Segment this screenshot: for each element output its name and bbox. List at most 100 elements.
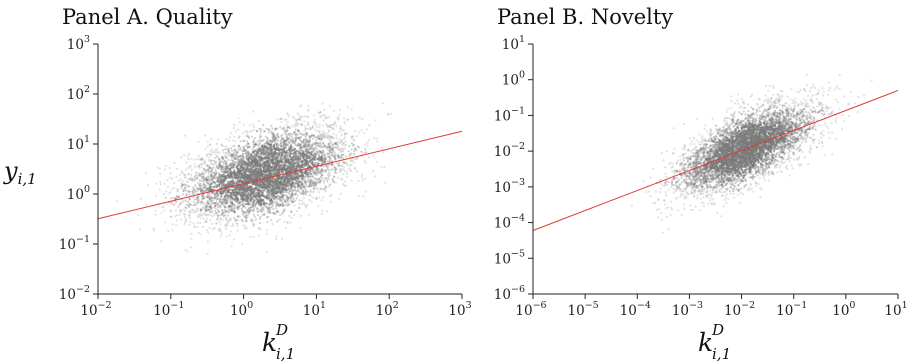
panel-a-point bbox=[327, 129, 330, 133]
panel-a-point bbox=[285, 129, 288, 132]
panel-a-point bbox=[299, 180, 302, 183]
panel-a-point bbox=[266, 136, 269, 140]
panel-a-point bbox=[217, 172, 221, 175]
panel-a-point bbox=[189, 246, 192, 249]
panel-a-point bbox=[298, 181, 301, 184]
panel-a-point bbox=[306, 169, 309, 172]
panel-a-point bbox=[276, 180, 279, 184]
panel-a-point bbox=[222, 184, 225, 187]
panel-a-point bbox=[154, 194, 157, 197]
panel-a-point bbox=[301, 164, 304, 167]
panel-a-point bbox=[163, 182, 166, 185]
panel-a-point bbox=[328, 157, 331, 160]
panel-a-point bbox=[188, 213, 191, 217]
panel-a-point bbox=[185, 189, 188, 192]
panel-a-point bbox=[323, 187, 326, 191]
panel-a-point bbox=[200, 179, 203, 182]
panel-a-point bbox=[322, 170, 325, 173]
panel-a-point bbox=[226, 195, 229, 198]
panel-a-point bbox=[249, 206, 252, 209]
panel-a-point bbox=[241, 243, 244, 246]
panel-a-point bbox=[339, 150, 342, 153]
panel-a-point bbox=[310, 200, 313, 203]
panel-a-point bbox=[305, 115, 308, 118]
panel-a-point bbox=[295, 160, 298, 163]
panel-a-point bbox=[267, 159, 270, 162]
panel-a-point bbox=[169, 176, 172, 179]
panel-a-point bbox=[216, 167, 220, 170]
panel-a-point bbox=[210, 197, 213, 200]
panel-a-point bbox=[288, 134, 291, 137]
panel-a-point bbox=[184, 206, 187, 209]
panel-a-point bbox=[281, 162, 284, 165]
panel-a-point bbox=[208, 143, 211, 146]
panel-a-point bbox=[159, 181, 162, 184]
panel-a-point bbox=[186, 180, 189, 183]
panel-a-point bbox=[280, 193, 283, 196]
panel-a-point bbox=[343, 169, 346, 173]
panel-a-point bbox=[321, 209, 324, 212]
panel-a-point bbox=[317, 134, 320, 138]
panel-a-point bbox=[304, 143, 307, 146]
panel-a-point bbox=[241, 201, 244, 204]
panel-a-point bbox=[348, 153, 351, 156]
panel-a-point bbox=[190, 237, 193, 240]
panel-a-point bbox=[245, 144, 248, 147]
panel-a-point bbox=[246, 151, 250, 155]
panel-a-point bbox=[256, 148, 259, 151]
panel-a-point bbox=[291, 125, 294, 128]
panel-a-point bbox=[282, 142, 285, 146]
panel-a-point bbox=[190, 168, 193, 171]
panel-a-point bbox=[303, 204, 307, 207]
panel-a-point bbox=[282, 126, 285, 129]
panel-a-point bbox=[324, 169, 327, 172]
panel-a-point bbox=[273, 212, 276, 215]
panel-a-point bbox=[224, 223, 228, 226]
panel-a-point bbox=[276, 210, 279, 213]
panel-a-point bbox=[254, 174, 257, 177]
panel-a-point bbox=[192, 204, 195, 207]
panel-a-point bbox=[243, 215, 246, 218]
panel-a-point bbox=[228, 204, 231, 207]
panel-a-point bbox=[275, 211, 278, 214]
panel-a-point bbox=[206, 229, 209, 232]
panel-a-point bbox=[217, 167, 220, 170]
panel-a-point bbox=[275, 197, 279, 200]
panel-a-point bbox=[189, 220, 192, 223]
panel-a-point bbox=[296, 112, 299, 115]
panel-a-point bbox=[375, 137, 378, 140]
panel-a-point bbox=[160, 240, 163, 243]
panel-a-point bbox=[193, 225, 196, 228]
panel-a-point bbox=[208, 160, 211, 163]
panel-a-point bbox=[237, 128, 240, 131]
panel-a-point bbox=[219, 229, 222, 232]
panel-a-point bbox=[334, 181, 337, 184]
panel-a-point bbox=[281, 128, 284, 131]
panel-a-point bbox=[204, 147, 207, 150]
panel-a-point bbox=[258, 147, 262, 150]
panel-a-point bbox=[158, 167, 161, 170]
panel-a-point bbox=[136, 214, 140, 217]
panel-a-point bbox=[324, 177, 327, 180]
panel-a-point bbox=[241, 204, 244, 207]
panel-a-point bbox=[373, 137, 376, 140]
panel-a-point bbox=[209, 204, 212, 208]
panel-a-point bbox=[223, 204, 226, 207]
panel-a-point bbox=[365, 151, 368, 154]
panel-a-point bbox=[300, 181, 303, 184]
panel-a-point bbox=[191, 190, 194, 193]
panel-a-point bbox=[303, 130, 306, 133]
panel-a-point bbox=[355, 134, 359, 138]
panel-a-point bbox=[189, 165, 192, 168]
panel-a-point bbox=[160, 211, 163, 214]
panel-a-point bbox=[240, 207, 243, 210]
panel-a-point bbox=[200, 190, 203, 193]
panel-a-point bbox=[206, 140, 209, 143]
panel-a-point bbox=[287, 151, 290, 154]
panel-a-point bbox=[233, 151, 236, 154]
panel-a-point bbox=[290, 193, 293, 196]
panel-a-point bbox=[327, 124, 330, 128]
panel-a-point bbox=[260, 189, 263, 192]
panel-a-point bbox=[274, 164, 277, 168]
panel-a-point bbox=[286, 155, 289, 158]
